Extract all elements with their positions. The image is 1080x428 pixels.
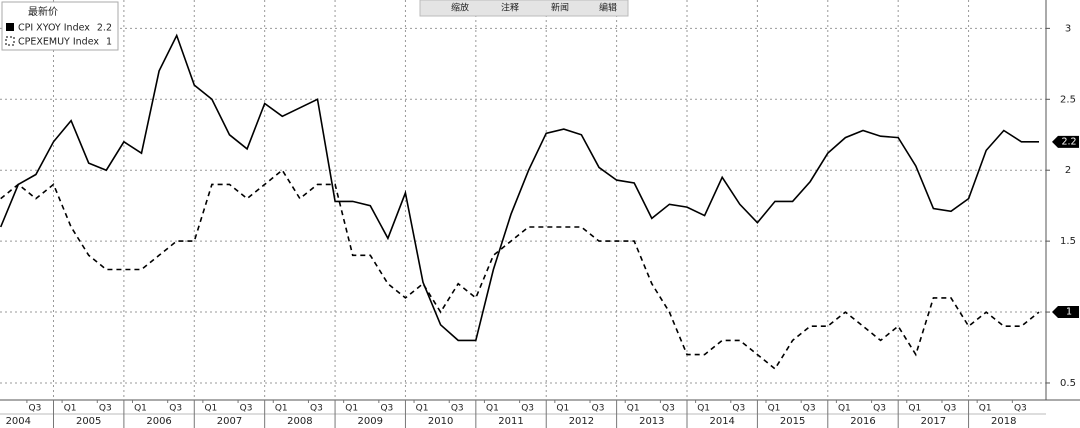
year-label: 2017 — [921, 416, 946, 427]
x-tick-label: Q3 — [310, 404, 323, 414]
legend-title: 最新价 — [28, 5, 58, 18]
x-tick-label: Q3 — [380, 404, 393, 414]
x-tick-label: Q1 — [556, 404, 569, 414]
year-label: 2016 — [850, 416, 875, 427]
legend-swatch — [5, 36, 15, 46]
last-value-label: 2.2 — [1061, 136, 1076, 147]
x-tick-label: Q1 — [838, 404, 851, 414]
y-tick-label: 0.5 — [1060, 378, 1076, 389]
toolbar-button[interactable]: 编辑 — [599, 2, 617, 14]
legend-value: 1 — [106, 37, 112, 48]
x-tick-label: Q1 — [697, 404, 710, 414]
x-tick-label: Q3 — [240, 404, 253, 414]
year-label: 2011 — [498, 416, 523, 427]
x-tick-label: Q3 — [732, 404, 745, 414]
x-tick-label: Q3 — [99, 404, 112, 414]
year-label: 2005 — [76, 416, 101, 427]
x-tick-label: Q1 — [345, 404, 358, 414]
x-tick-label: Q1 — [768, 404, 781, 414]
legend-value: 2.2 — [97, 23, 112, 34]
year-label: 2004 — [6, 416, 31, 427]
axes: 0.5 1 1.5 2 2.5 3 2004 2005 2006 2007 2008 2009 2010… — [6, 23, 1079, 428]
x-tick-label: Q3 — [873, 404, 886, 414]
toolbar-button[interactable]: 缩放 — [451, 2, 469, 14]
year-label: 2014 — [709, 416, 734, 427]
year-label: 2007 — [217, 416, 242, 427]
toolbar-button[interactable]: 注释 — [501, 2, 519, 14]
x-tick-label: Q3 — [1014, 404, 1027, 414]
y-tick-label: 1.5 — [1060, 236, 1076, 247]
year-label: 2008 — [287, 416, 312, 427]
legend-box — [1, 1, 119, 51]
grid — [0, 0, 1046, 400]
last-value-label: 1 — [1066, 307, 1072, 318]
x-tick-label: Q1 — [64, 404, 77, 414]
x-tick-label: Q3 — [169, 404, 182, 414]
legend-swatch — [6, 23, 14, 31]
x-tick-label: Q3 — [451, 404, 464, 414]
x-tick-label: Q3 — [944, 404, 957, 414]
series-line — [0, 169, 1040, 370]
year-label: 2018 — [991, 416, 1016, 427]
legend: 最新价 CPI XYOY Index 2.2 CPEXEMUY Index 1 — [1, 1, 119, 51]
series-line — [0, 33, 1039, 342]
x-tick-label: Q3 — [662, 404, 675, 414]
year-label: 2013 — [639, 416, 664, 427]
year-label: 2006 — [146, 416, 171, 427]
last-value-tag — [1052, 306, 1079, 319]
last-value-tag — [1052, 135, 1079, 148]
x-tick-label: Q1 — [204, 404, 217, 414]
y-tick-label: 2.5 — [1060, 94, 1076, 105]
year-label: 2012 — [569, 416, 594, 427]
year-label: 2010 — [428, 416, 453, 427]
year-label: 2009 — [358, 416, 383, 427]
x-tick-label: Q3 — [803, 404, 816, 414]
x-tick-label: Q1 — [908, 404, 921, 414]
year-label: 2015 — [780, 416, 805, 427]
x-tick-label: Q3 — [592, 404, 605, 414]
x-tick-label: Q1 — [275, 404, 288, 414]
y-tick-label: 2 — [1065, 165, 1071, 176]
x-tick-label: Q1 — [627, 404, 640, 414]
legend-label: CPI XYOY Index — [18, 23, 90, 34]
toolbar-button[interactable]: 新闻 — [551, 2, 569, 14]
lines — [0, 33, 1040, 370]
x-tick-label: Q1 — [134, 404, 147, 414]
x-tick-label: Q3 — [28, 404, 41, 414]
x-tick-label: Q1 — [416, 404, 429, 414]
x-tick-label: Q3 — [521, 404, 534, 414]
x-tick-label: Q1 — [979, 404, 992, 414]
x-tick-label: Q1 — [486, 404, 499, 414]
legend-label: CPEXEMUY Index — [18, 37, 99, 48]
toolbar: 缩放 注释 新闻 编辑 — [419, 0, 629, 17]
y-tick-label: 3 — [1065, 23, 1071, 34]
toolbar-bg — [419, 0, 629, 17]
